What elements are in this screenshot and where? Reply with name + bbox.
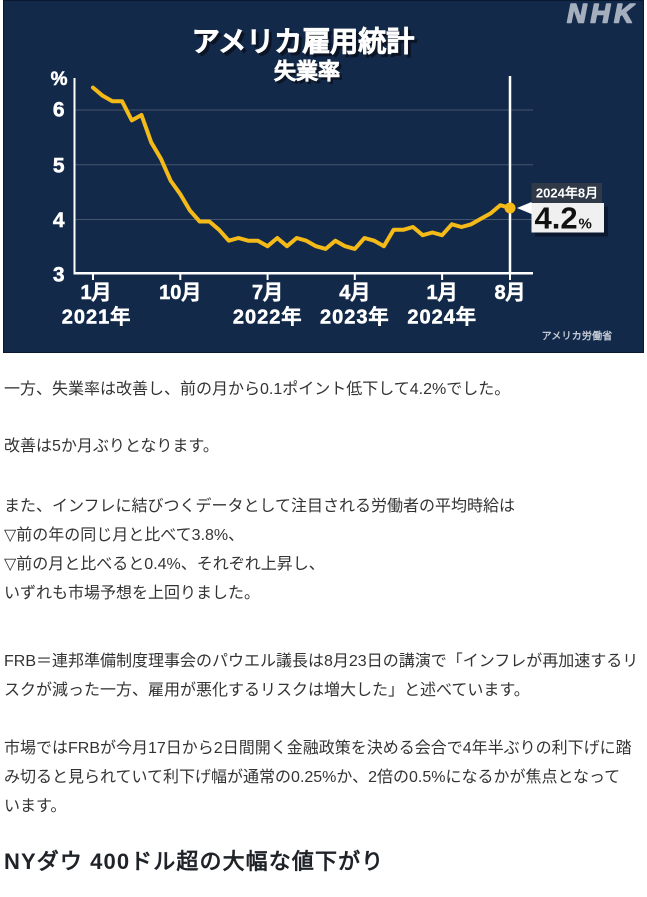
svg-text:3: 3 bbox=[53, 264, 65, 287]
svg-text:4: 4 bbox=[53, 209, 65, 232]
svg-text:アメリカ雇用統計: アメリカ雇用統計 bbox=[192, 26, 415, 57]
svg-text:10月: 10月 bbox=[159, 282, 201, 304]
svg-text:2022年: 2022年 bbox=[233, 305, 303, 329]
svg-text:2024年8月: 2024年8月 bbox=[536, 186, 598, 201]
svg-text:4月: 4月 bbox=[339, 282, 370, 304]
svg-text:アメリカ労働省: アメリカ労働省 bbox=[542, 330, 613, 343]
svg-text:アメリカ雇用統計: アメリカ雇用統計 bbox=[195, 29, 418, 60]
svg-text:失業率: 失業率 bbox=[276, 62, 342, 87]
svg-text:失業率: 失業率 bbox=[274, 59, 340, 84]
svg-text:2021年: 2021年 bbox=[62, 305, 132, 329]
svg-text:7月: 7月 bbox=[252, 282, 283, 304]
svg-text:%: % bbox=[579, 216, 592, 233]
svg-text:2023年: 2023年 bbox=[320, 305, 390, 329]
svg-text:1月: 1月 bbox=[427, 282, 458, 304]
svg-text:1月: 1月 bbox=[80, 282, 111, 304]
svg-text:%: % bbox=[51, 69, 68, 90]
svg-text:NHK: NHK bbox=[567, 0, 638, 29]
svg-text:8月: 8月 bbox=[494, 282, 525, 304]
svg-text:2024年: 2024年 bbox=[407, 305, 477, 329]
svg-text:5: 5 bbox=[53, 154, 65, 177]
svg-text:6: 6 bbox=[53, 99, 65, 122]
svg-text:4.2: 4.2 bbox=[535, 201, 578, 236]
